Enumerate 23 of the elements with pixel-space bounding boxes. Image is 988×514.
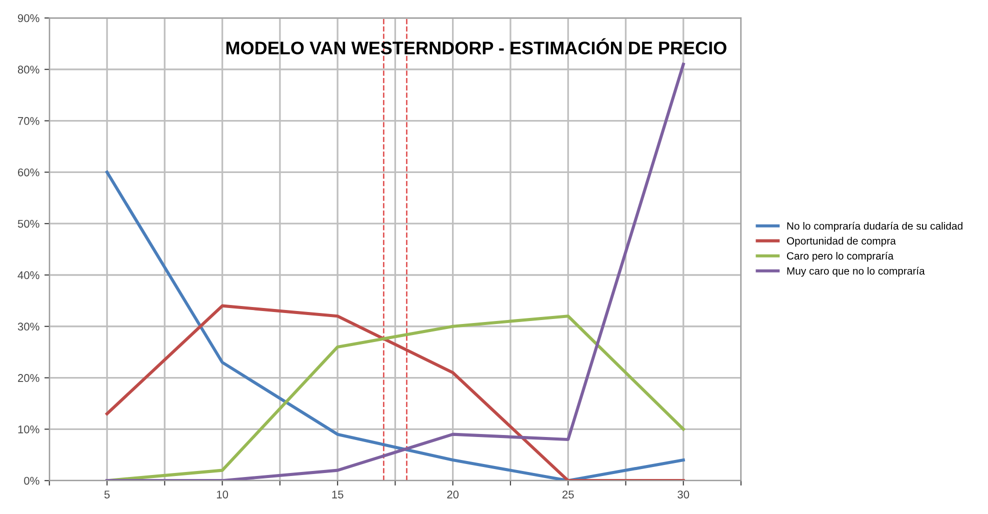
x-tick-label: 30 — [678, 490, 690, 498]
line-series — [106, 62, 685, 481]
legend-label: Caro pero lo compraría — [786, 252, 894, 262]
y-tick-label: 70% — [18, 117, 40, 125]
y-tick-label: 0% — [24, 476, 40, 485]
y-tick-label: 80% — [18, 66, 40, 74]
x-tick-label: 20 — [447, 490, 459, 498]
y-tick-label: 30% — [18, 322, 40, 331]
y-tick-label: 50% — [18, 220, 40, 228]
x-tick-label: 5 — [104, 490, 110, 498]
line-series — [106, 170, 685, 481]
y-tick-label: 20% — [18, 374, 40, 382]
legend-label: Oportunidad de compra — [786, 236, 896, 247]
x-tick-label: 25 — [562, 490, 574, 498]
legend-label: No lo compraría dudaría de su calidad — [787, 222, 962, 232]
text: MODELO VAN WESTERNDORP - ESTIMACIÓN DE PRECIO — [226, 38, 726, 54]
legend-label: Muy caro que no lo compraría — [787, 266, 925, 277]
y-tick-label: 10% — [18, 425, 40, 434]
x-tick-label: 15 — [332, 490, 344, 498]
x-tick-label: 10 — [216, 490, 228, 498]
y-tick-label: 90% — [18, 14, 40, 22]
y-tick-label: 60% — [18, 168, 40, 176]
y-tick-label: 40% — [18, 271, 40, 280]
